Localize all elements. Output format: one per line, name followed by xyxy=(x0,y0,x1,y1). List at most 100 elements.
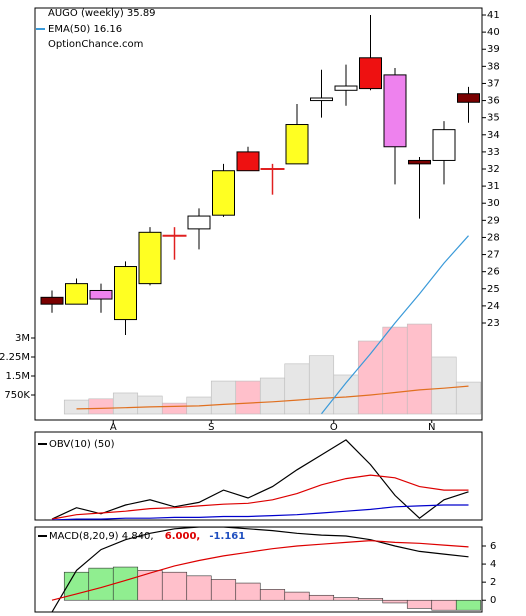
histogram-bar xyxy=(112,566,139,601)
macd-line xyxy=(51,527,469,612)
y-tick-label: 40 xyxy=(487,27,500,38)
obv-panel xyxy=(34,431,483,521)
candle-body xyxy=(383,74,407,148)
histogram-bar xyxy=(406,599,433,609)
y-tick-label: 2.25M xyxy=(0,352,30,363)
histogram-bar xyxy=(333,597,359,601)
y-tick-label: 32 xyxy=(487,164,500,175)
candle-body xyxy=(187,215,211,230)
x-tick-label: N xyxy=(428,422,435,433)
y-tick-label: 33 xyxy=(487,147,500,158)
legend-text: 6.000, xyxy=(165,531,200,542)
volume-bar xyxy=(161,402,188,415)
volume-ma-line xyxy=(76,385,469,410)
y-tick-label: 26 xyxy=(487,267,500,278)
volume-bar xyxy=(235,380,261,415)
volume-bar xyxy=(284,363,310,415)
volume-bar xyxy=(431,356,457,415)
y-tick-label: 30 xyxy=(487,198,500,209)
candle-body xyxy=(40,296,64,305)
histogram-bar xyxy=(161,571,188,601)
x-tick-label: O xyxy=(330,422,338,433)
legend-text: 4.840, xyxy=(122,531,154,542)
y-tick-label: 2 xyxy=(490,577,496,588)
histogram-bar xyxy=(431,599,457,611)
y-tick-label: 31 xyxy=(487,181,500,192)
axes: 750K1.5M2.25M3M2324252627282930313233343… xyxy=(0,10,500,606)
histogram-bar xyxy=(357,598,384,601)
y-tick-label: 27 xyxy=(487,250,500,261)
volume-bar xyxy=(308,355,335,415)
candle-body xyxy=(114,266,137,321)
x-tick-label: S xyxy=(208,422,214,433)
volume-bar xyxy=(210,380,237,415)
volume-bar xyxy=(259,377,286,415)
legend-text: -1.161 xyxy=(209,531,245,542)
candle-body xyxy=(138,231,162,285)
obv-line xyxy=(51,474,469,520)
y-tick-label: 750K xyxy=(4,390,30,401)
volume-bar xyxy=(357,340,384,415)
volume-bar xyxy=(63,399,90,415)
macd-plot xyxy=(51,527,482,612)
volume-bar xyxy=(382,326,408,415)
y-tick-label: 0 xyxy=(490,595,496,606)
candle-body xyxy=(457,93,480,103)
y-tick-label: 35 xyxy=(487,113,500,124)
chart-subtitle: OptionChance.com xyxy=(48,39,143,50)
candle-body xyxy=(359,57,382,90)
y-tick-label: 34 xyxy=(487,130,500,141)
x-tick-label: A xyxy=(110,422,117,433)
macd-line xyxy=(51,539,469,601)
y-tick-label: 6 xyxy=(490,541,496,552)
y-tick-label: 28 xyxy=(487,232,500,243)
y-tick-label: 1.5M xyxy=(5,371,30,382)
obv-plot xyxy=(51,439,469,520)
y-tick-label: 36 xyxy=(487,96,500,107)
candle-body xyxy=(212,170,235,216)
macd-legend: MACD(8,20,9) 4.840, 6.000, -1.161 xyxy=(49,531,245,542)
histogram-bar xyxy=(284,591,310,601)
histogram-bar xyxy=(88,567,114,601)
histogram-bar xyxy=(308,594,335,601)
y-tick-label: 24 xyxy=(487,301,500,312)
volume-bar xyxy=(137,395,163,415)
candle-body xyxy=(285,124,309,165)
candle-body xyxy=(408,159,431,165)
histogram-bar xyxy=(382,599,408,604)
legend-entry: EMA(50) 16.16 xyxy=(48,24,122,35)
candle-body xyxy=(334,85,358,91)
y-tick-label: 25 xyxy=(487,284,500,295)
obv-line xyxy=(51,439,469,520)
candle-body xyxy=(432,129,456,161)
volume-bar xyxy=(333,374,359,415)
y-tick-label: 3M xyxy=(15,333,30,344)
y-tick-label: 38 xyxy=(487,61,500,72)
histogram-bar xyxy=(137,570,163,601)
volume-bar xyxy=(406,323,433,415)
volume-bar xyxy=(88,398,114,415)
price-panel xyxy=(34,7,483,421)
volume-bar xyxy=(112,392,139,415)
candle-body xyxy=(310,97,333,102)
histogram-bar xyxy=(259,589,286,601)
macd-panel xyxy=(34,526,483,613)
ema-line xyxy=(321,235,469,415)
y-tick-label: 37 xyxy=(487,78,500,89)
chart-title: AUGO (weekly) 35.89 xyxy=(48,8,156,19)
y-tick-label: 4 xyxy=(490,559,496,570)
candle-body xyxy=(89,289,113,300)
histogram-bar xyxy=(455,599,482,611)
histogram-bar xyxy=(235,582,261,601)
legend-text: MACD(8,20,9) xyxy=(49,531,119,542)
histogram-bar xyxy=(186,575,212,601)
histogram-bar xyxy=(210,579,237,601)
y-tick-label: 23 xyxy=(487,318,500,329)
candle-body xyxy=(236,151,260,172)
y-tick-label: 39 xyxy=(487,44,500,55)
obv-line xyxy=(51,504,469,520)
candle-body xyxy=(65,283,88,305)
price-plot xyxy=(40,15,482,415)
y-tick-label: 41 xyxy=(487,10,500,21)
